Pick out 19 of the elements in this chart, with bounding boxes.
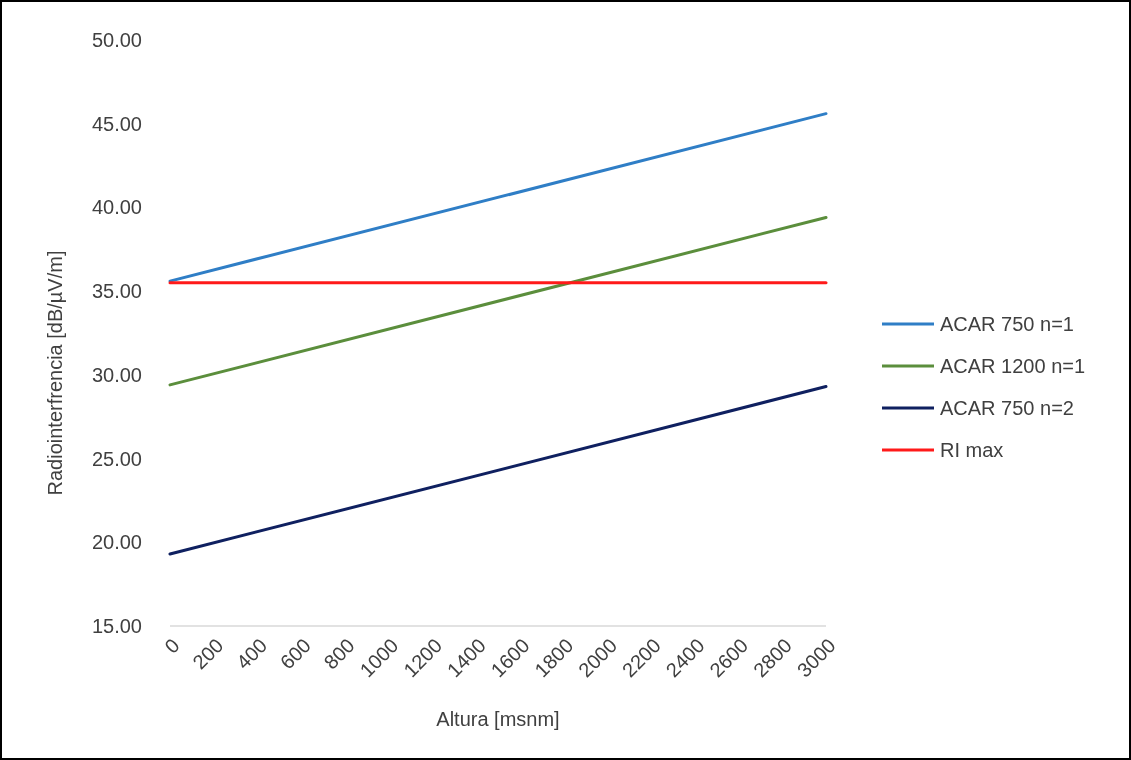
- x-axis-title: Altura [msnm]: [436, 708, 560, 730]
- y-tick-label: 45.00: [91, 112, 142, 135]
- x-tick-label: 200: [188, 634, 228, 674]
- y-tick-label: 15.00: [91, 615, 142, 637]
- legend-label: ACAR 750 n=1: [940, 313, 1074, 335]
- y-axis-title: Radiointerfrencia [dB/µV/m]: [44, 250, 66, 496]
- x-tick-label: 0: [160, 634, 184, 658]
- legend-label: ACAR 750 n=2: [940, 397, 1074, 419]
- x-tick-label: 800: [319, 634, 359, 674]
- y-tick-label: 30.00: [91, 363, 142, 386]
- y-tick-label: 50.00: [91, 29, 142, 51]
- y-tick-label: 25.00: [91, 447, 142, 470]
- y-tick-label: 40.00: [91, 196, 142, 219]
- legend-label: ACAR 1200 n=1: [940, 355, 1086, 377]
- y-tick-label: 35.00: [91, 280, 142, 303]
- x-tick-label: 400: [232, 634, 272, 674]
- y-tick-label: 20.00: [91, 531, 142, 554]
- legend-label: RI max: [940, 439, 1004, 461]
- x-tick-label: 600: [275, 634, 315, 674]
